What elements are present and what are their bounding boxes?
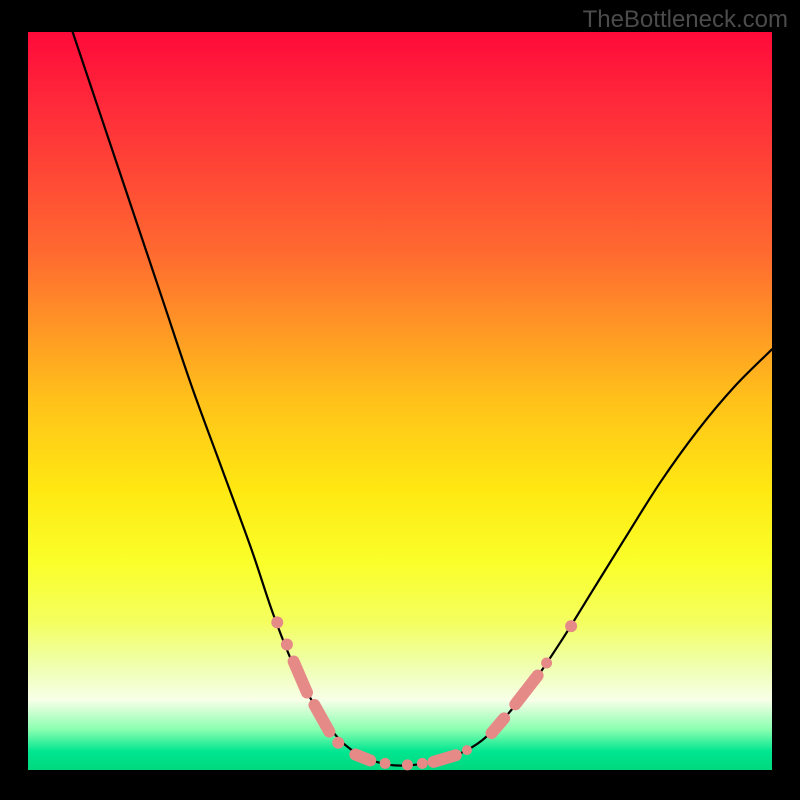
marker-dot bbox=[281, 639, 293, 651]
marker-dot bbox=[271, 616, 283, 628]
bottleneck-chart bbox=[0, 0, 800, 800]
marker-dot bbox=[565, 620, 577, 632]
marker-dot bbox=[462, 745, 472, 755]
marker-capsule bbox=[433, 755, 455, 762]
marker-dot bbox=[541, 657, 552, 668]
marker-dot bbox=[380, 758, 391, 769]
chart-frame: TheBottleneck.com bbox=[0, 0, 800, 800]
marker-dot bbox=[332, 737, 344, 749]
plot-background bbox=[28, 32, 772, 770]
marker-dot bbox=[417, 758, 428, 769]
marker-capsule bbox=[355, 755, 370, 761]
marker-dot bbox=[402, 759, 413, 770]
watermark-text: TheBottleneck.com bbox=[583, 6, 788, 34]
